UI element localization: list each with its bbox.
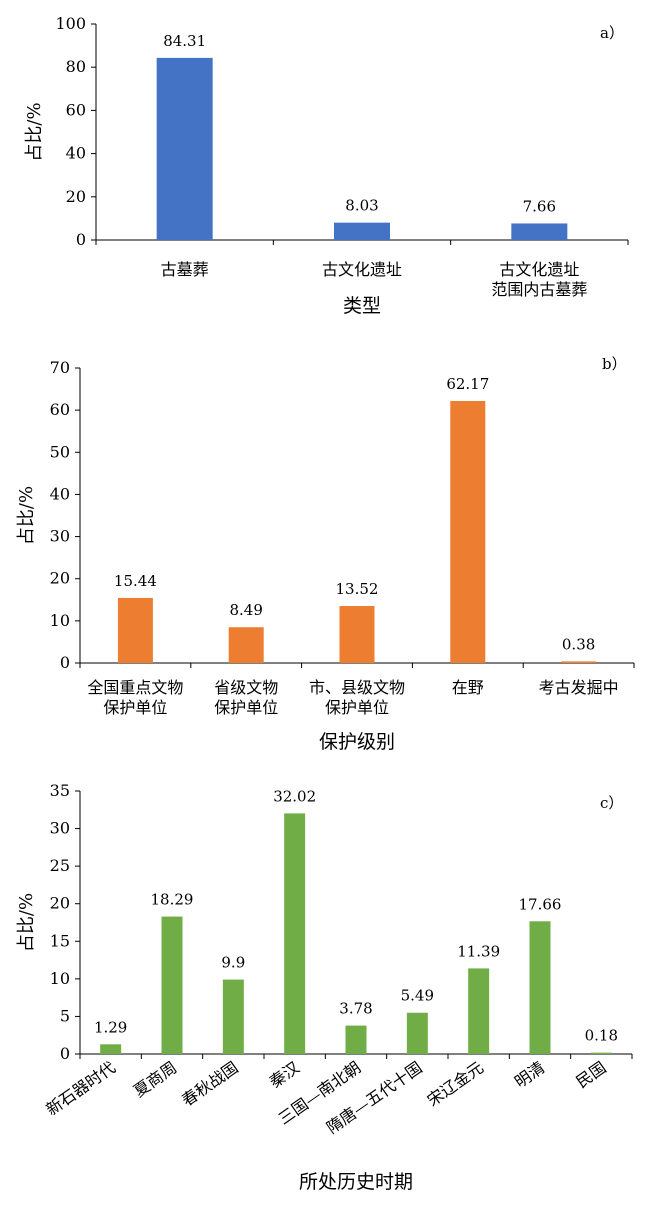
bar <box>284 813 306 1054</box>
y-tick-label: 20 <box>50 569 70 588</box>
category-label: 春秋战国 <box>178 1058 241 1110</box>
panel-label: c） <box>600 794 623 812</box>
category-label: 市、县级文物 <box>309 678 405 697</box>
bar <box>529 921 551 1054</box>
category-label: 全国重点文物 <box>87 678 183 697</box>
bar <box>161 916 183 1054</box>
data-label: 15.44 <box>114 572 157 590</box>
y-axis-title: 占比/% <box>16 893 37 952</box>
bar <box>156 57 213 241</box>
y-tick-label: 20 <box>50 894 70 913</box>
data-label: 5.49 <box>401 987 434 1005</box>
data-label: 0.18 <box>585 1027 618 1045</box>
category-label: 古文化遗址 <box>322 260 402 279</box>
data-label: 3.78 <box>339 1000 372 1018</box>
bar <box>561 661 597 663</box>
data-label: 62.17 <box>446 375 489 393</box>
panel-1: 01020304050607015.44全国重点文物保护单位8.49省级文物保护… <box>16 355 635 753</box>
bar <box>228 627 264 663</box>
panel-2: 0 5 10 15 20 25 30 35 1.29 新石器时代 18.29 夏商周 9.9 春秋战国 32… <box>16 781 633 1193</box>
y-tick-label: 70 <box>50 358 70 377</box>
y-tick-label: 15 <box>50 931 70 950</box>
data-label: 9.9 <box>221 954 245 972</box>
data-label: 1.29 <box>94 1018 127 1036</box>
y-tick-label: 30 <box>50 527 70 546</box>
bar <box>590 1052 612 1054</box>
category-label: 秦汉 <box>266 1058 303 1092</box>
y-tick-label: 0 <box>76 230 86 249</box>
data-label: 84.31 <box>163 32 206 50</box>
category-label: 保护单位 <box>325 698 389 717</box>
data-label: 8.03 <box>345 197 378 215</box>
y-tick-label: 0 <box>60 653 70 672</box>
y-tick-label: 60 <box>66 100 86 119</box>
y-tick-label: 40 <box>66 144 86 163</box>
category-label: 夏商周 <box>130 1058 180 1101</box>
y-axis-title: 占比/% <box>24 102 45 161</box>
y-tick-label: 10 <box>50 611 70 630</box>
category-label: 省级文物 <box>214 678 278 697</box>
panel-0: 02040608010084.31古墓葬8.03古文化遗址7.66古文化遗址范围… <box>24 14 629 317</box>
data-label: 32.02 <box>273 787 316 805</box>
bar <box>406 1012 428 1054</box>
category-label: 古墓葬 <box>161 260 209 279</box>
y-axis-title: 占比/% <box>16 486 37 545</box>
category-label: 古文化遗址 <box>499 260 579 279</box>
x-axis-title: 类型 <box>343 295 381 317</box>
y-tick-label: 100 <box>55 14 86 33</box>
bar <box>100 1044 122 1054</box>
y-tick-label: 30 <box>50 819 70 838</box>
category-label: 保护单位 <box>214 698 278 717</box>
y-tick-label: 10 <box>50 969 70 988</box>
category-label: 宋辽金元 <box>424 1058 487 1110</box>
bar <box>339 606 375 663</box>
y-tick-label: 20 <box>66 187 86 206</box>
category-label: 在野 <box>452 678 484 697</box>
category-label: 保护单位 <box>103 698 167 717</box>
y-tick-label: 0 <box>60 1044 70 1063</box>
bar <box>468 968 490 1054</box>
bar <box>345 1025 367 1054</box>
bar <box>450 400 486 663</box>
data-label: 11.39 <box>457 942 500 960</box>
bar <box>117 597 153 663</box>
y-tick-label: 5 <box>60 1006 70 1025</box>
category-label: 考古发掘中 <box>539 678 619 697</box>
bar <box>334 222 390 240</box>
data-label: 7.66 <box>523 197 556 215</box>
x-axis-title: 保护级别 <box>319 731 395 753</box>
data-label: 13.52 <box>336 580 379 598</box>
data-label: 18.29 <box>151 891 194 909</box>
panel-label: a） <box>600 24 624 42</box>
bar <box>511 223 568 240</box>
bar <box>222 979 244 1054</box>
data-label: 0.38 <box>562 635 595 653</box>
category-label: 新石器时代 <box>43 1058 119 1119</box>
y-tick-label: 80 <box>66 57 86 76</box>
y-tick-label: 60 <box>50 400 70 419</box>
y-tick-label: 40 <box>50 484 70 503</box>
data-label: 17.66 <box>519 895 562 913</box>
x-axis-title: 所处历史时期 <box>299 1171 413 1193</box>
y-tick-label: 50 <box>50 442 70 461</box>
category-label: 民国 <box>573 1058 610 1092</box>
y-tick-label: 35 <box>50 781 70 800</box>
y-tick-label: 25 <box>50 856 70 875</box>
data-label: 8.49 <box>229 601 262 619</box>
category-label: 明清 <box>511 1058 548 1092</box>
panel-label: b） <box>602 355 627 373</box>
category-label: 范围内古墓葬 <box>491 280 587 299</box>
